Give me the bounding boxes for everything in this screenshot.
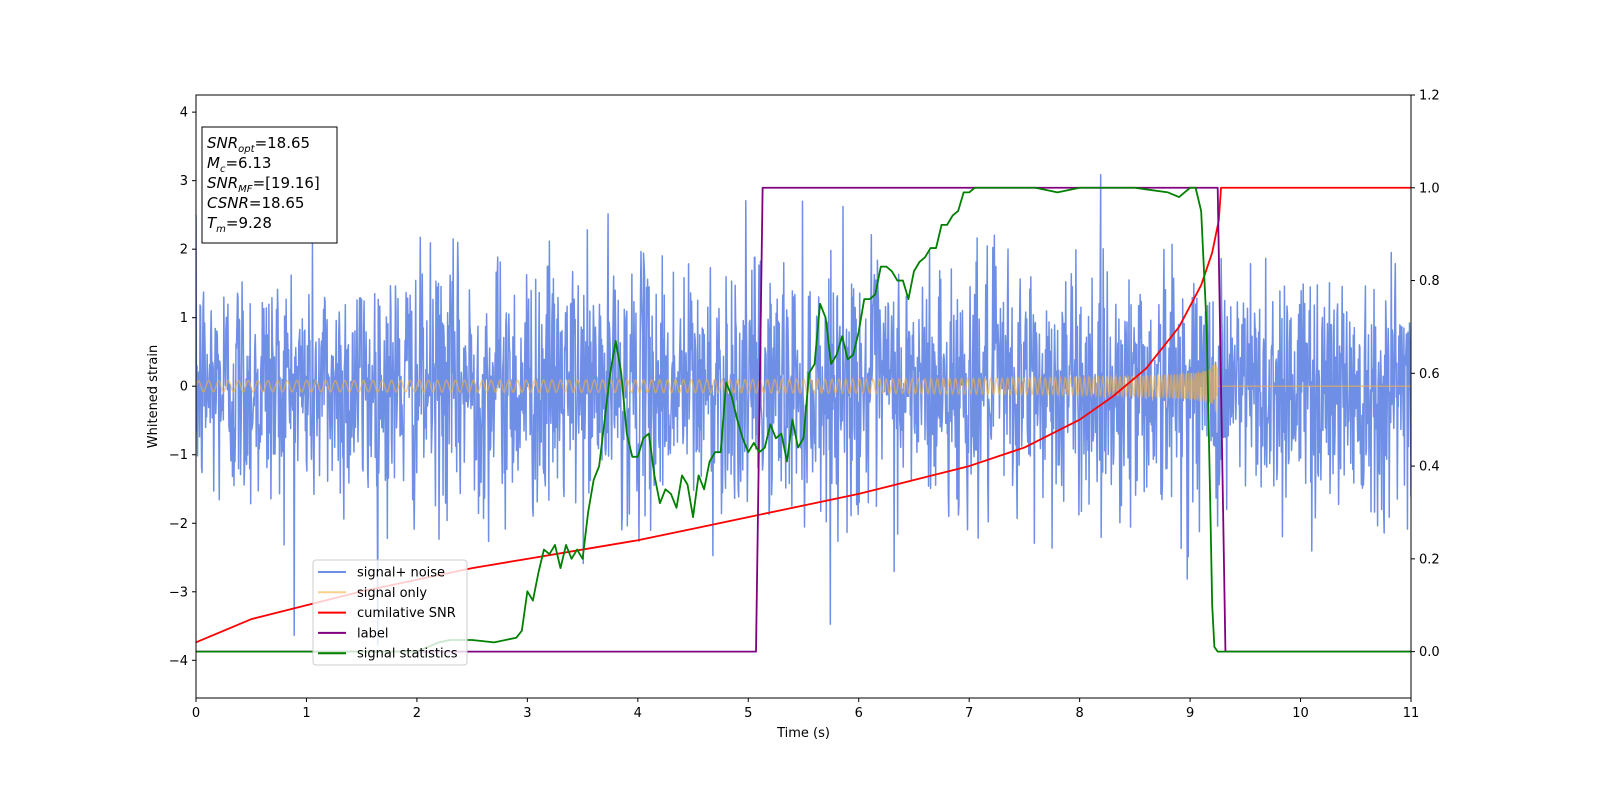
x-tick-label: 3: [523, 706, 531, 721]
legend-entry: cumilative SNR: [357, 606, 456, 621]
legend-entry: signal statistics: [357, 647, 458, 662]
y-left-tick-label: 0: [180, 380, 188, 395]
x-tick-label: 0: [192, 706, 200, 721]
legend-frame: [312, 559, 468, 666]
legend-entry: signal only: [357, 586, 427, 601]
info-line: SNRMF=[19.16]: [207, 174, 320, 195]
y-axis-label: Whitened strain: [146, 345, 161, 448]
x-tick-label: 6: [855, 706, 863, 721]
series-line-signal-only: [196, 363, 1411, 412]
y-right-tick-label: 1.2: [1419, 89, 1440, 104]
y-left-tick-label: −3: [169, 585, 188, 600]
legend-entry: label: [357, 626, 388, 641]
x-tick-label: 11: [1403, 706, 1420, 721]
y-right-tick-label: 0.4: [1419, 460, 1440, 475]
x-tick-label: 7: [965, 706, 973, 721]
y-left-tick-label: −4: [169, 654, 188, 669]
series-line-signal-statistics: [196, 186, 1411, 653]
x-tick-label: 2: [413, 706, 421, 721]
info-line: Mc=6.13: [207, 154, 271, 175]
series-line-signal-noise: [196, 173, 1411, 646]
info-line: SNRopt=18.65: [207, 134, 310, 155]
x-tick-label: 10: [1292, 706, 1309, 721]
y-left-tick-label: −1: [169, 448, 188, 463]
y-left-tick-label: 2: [180, 243, 188, 258]
y-right-tick-label: 0.8: [1419, 274, 1440, 289]
x-tick-label: 1: [302, 706, 310, 721]
info-line: Tm=9.28: [207, 214, 272, 235]
y-right-tick-label: 1.0: [1419, 181, 1440, 196]
x-axis: 0 1 2 3 4 5 6 7 8 9 10 11: [192, 698, 1419, 721]
y-right-tick-label: 0.0: [1419, 645, 1440, 660]
y-left-tick-label: 4: [180, 106, 188, 121]
y-right-tick-label: 0.2: [1419, 552, 1440, 567]
x-axis-label: Time (s): [776, 726, 830, 741]
legend-entry: signal+ noise: [357, 566, 445, 581]
y-axis-left: −4 −3 −2 −1 0 1 2 3 4: [169, 106, 196, 669]
x-tick-label: 5: [744, 706, 752, 721]
y-axis-right: 0.0 0.2 0.4 0.6 0.8 1.0 1.2: [1411, 89, 1440, 660]
info-box: SNRopt=18.65Mc=6.13SNRMF=[19.16]CSNR=18.…: [201, 126, 338, 244]
legend: signal+ noise signal only cumilative SNR la…: [312, 559, 468, 666]
plot-frame: [195, 94, 1412, 699]
y-left-tick-label: −2: [169, 517, 188, 532]
x-tick-label: 4: [634, 706, 642, 721]
y-left-tick-label: 3: [180, 174, 188, 189]
x-tick-label: 8: [1075, 706, 1083, 721]
y-right-tick-label: 0.6: [1419, 367, 1440, 382]
info-line: CSNR=18.65: [207, 194, 304, 212]
y-left-tick-label: 1: [180, 311, 188, 326]
x-tick-label: 9: [1186, 706, 1194, 721]
info-box-frame: [201, 126, 338, 244]
